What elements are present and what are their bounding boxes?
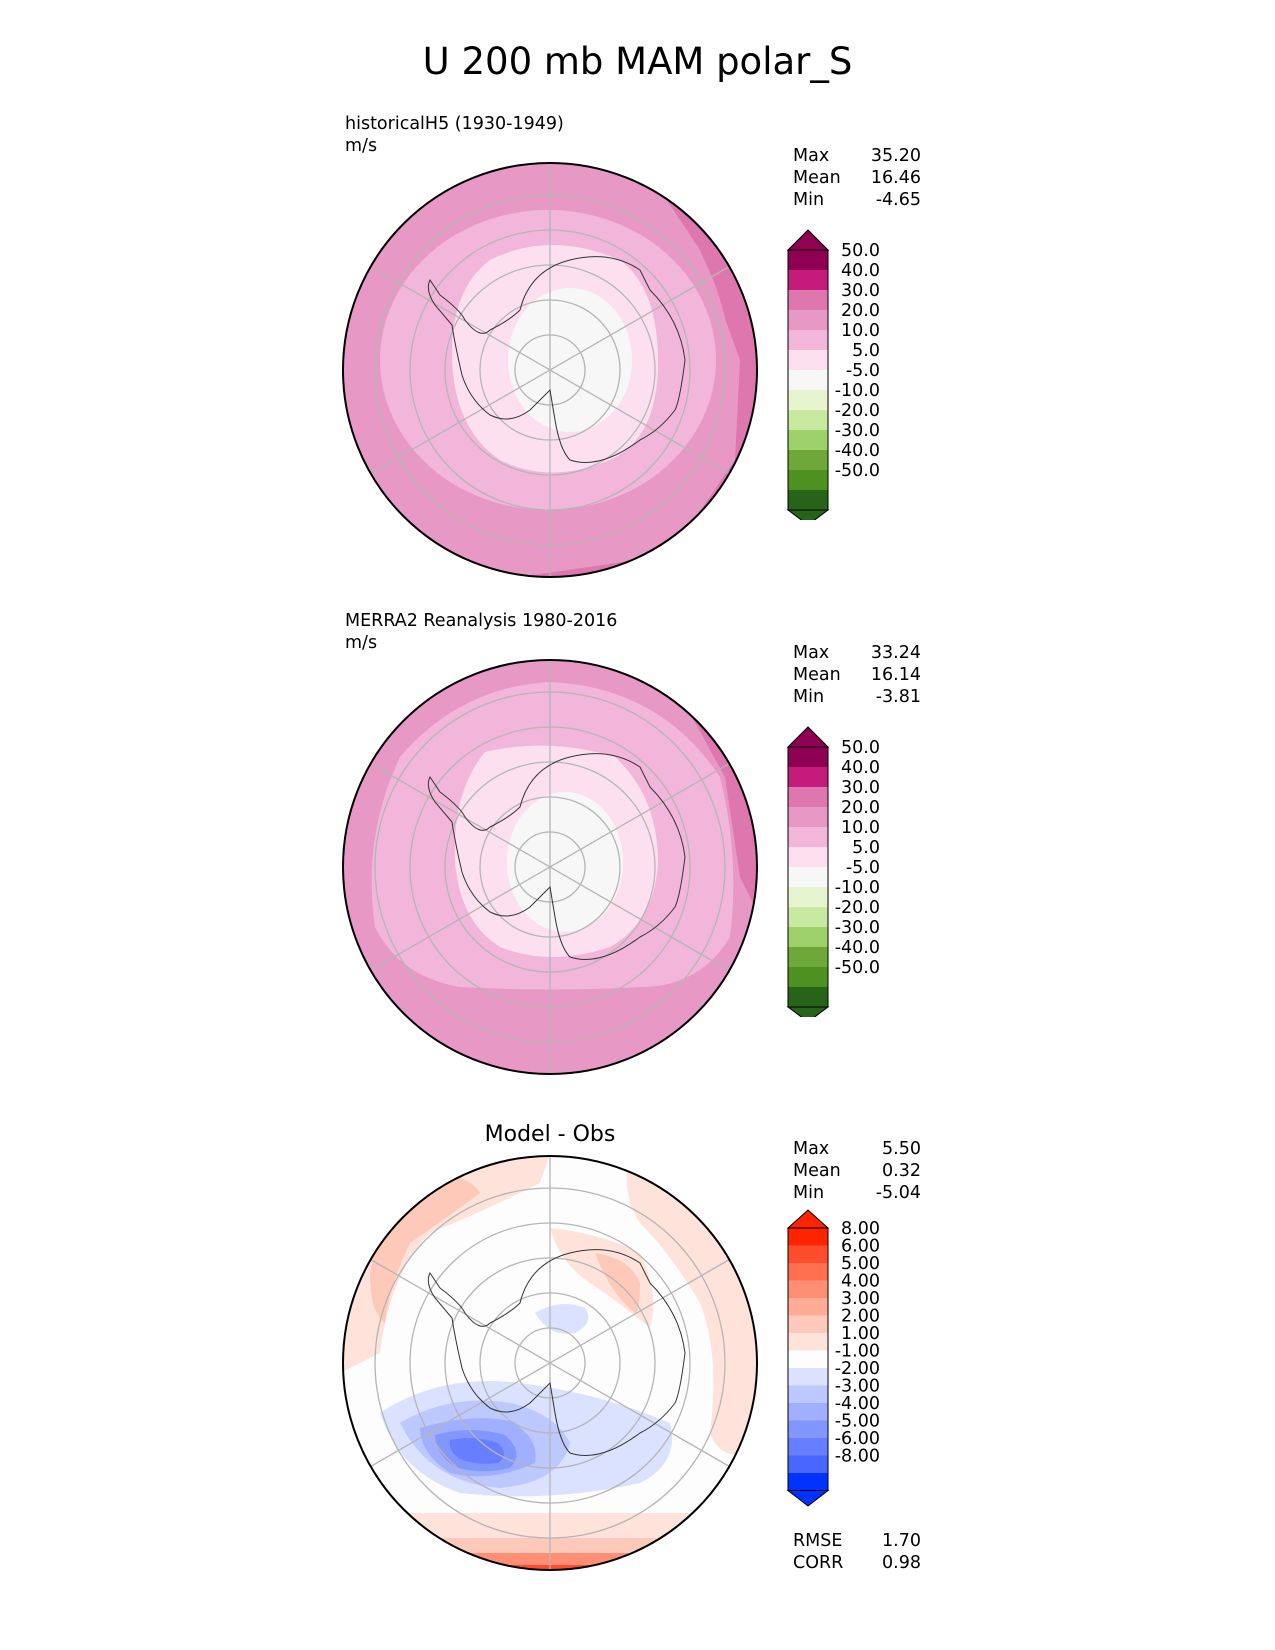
stat-min-value: -3.81 [875, 687, 921, 707]
stat-max-label: Max [793, 643, 830, 663]
cbar-tick: 5.00 [841, 1254, 880, 1274]
stat-mean-label: Mean [793, 665, 841, 685]
cbar-tick: 10.0 [841, 818, 880, 838]
cbar-tick: 40.0 [841, 758, 880, 778]
cbar-tick: -4.00 [835, 1394, 880, 1414]
panel2-colorbar: 50.0 40.0 30.0 20.0 10.0 5.0 -5.0 -10.0 … [786, 726, 880, 1017]
panel1-colorbar: 50.0 40.0 30.0 20.0 10.0 5.0 -5.0 -10.0 … [786, 229, 880, 520]
cbar-tick: -5.0 [846, 858, 880, 878]
stat-mean-label: Mean [793, 168, 841, 188]
stat-min-label: Min [793, 190, 825, 210]
panel1-stats: Max 35.20 Mean 16.46 Min -4.65 [793, 145, 921, 211]
panel3-colorbar: 8.00 6.00 5.00 4.00 3.00 2.00 1.00 -1.00… [786, 1209, 880, 1507]
cbar-tick: -6.00 [835, 1429, 880, 1449]
cbar-tick: 1.00 [841, 1324, 880, 1344]
stat-mean-value: 16.14 [870, 665, 921, 685]
cbar-tick: 2.00 [841, 1307, 880, 1327]
panel3-metrics: RMSE 1.70 CORR 0.98 [793, 1530, 921, 1574]
panel3-title: Model - Obs [484, 1122, 616, 1147]
cbar-tick: -30.0 [835, 421, 880, 441]
cbar-tick: -40.0 [835, 938, 880, 958]
rmse-label: RMSE [793, 1531, 843, 1551]
corr-value: 0.98 [882, 1553, 921, 1573]
cbar-tick: -30.0 [835, 918, 880, 938]
cbar-tick: -3.00 [835, 1377, 880, 1397]
cbar-tick: -20.0 [835, 898, 880, 918]
cbar-tick: 50.0 [841, 241, 880, 261]
corr-label: CORR [793, 1553, 844, 1573]
cbar-tick: 5.0 [852, 838, 880, 858]
stat-min-label: Min [793, 1183, 825, 1203]
stat-max-value: 35.20 [870, 146, 921, 166]
cbar-tick: 40.0 [841, 261, 880, 281]
cbar-tick: 30.0 [841, 281, 880, 301]
cbar-tick: -5.00 [835, 1412, 880, 1432]
panel1-label: historicalH5 (1930-1949) m/s [345, 113, 564, 157]
panel2-units: m/s [345, 633, 378, 653]
cbar-tick: -2.00 [835, 1359, 880, 1379]
panel2-stats: Max 33.24 Mean 16.14 Min -3.81 [793, 642, 921, 708]
cbar-tick: 10.0 [841, 321, 880, 341]
panel1-units: m/s [345, 136, 378, 156]
cbar-tick: -20.0 [835, 401, 880, 421]
stat-min-value: -5.04 [875, 1183, 921, 1203]
cbar-tick: 20.0 [841, 798, 880, 818]
cbar-tick: -8.00 [835, 1447, 880, 1467]
stat-mean-label: Mean [793, 1161, 841, 1181]
panel1-case-name: historicalH5 (1930-1949) [345, 114, 564, 134]
cbar-tick: 3.00 [841, 1289, 880, 1309]
rmse-value: 1.70 [882, 1531, 921, 1551]
panel3-stats: Max 5.50 Mean 0.32 Min -5.04 [793, 1138, 921, 1204]
cbar-tick: -5.0 [846, 361, 880, 381]
cbar-tick: 30.0 [841, 778, 880, 798]
cbar-tick: 50.0 [841, 738, 880, 758]
cbar-tick: -50.0 [835, 958, 880, 978]
figure-title: U 200 mb MAM polar_S [422, 40, 853, 83]
cbar-tick: -10.0 [835, 381, 880, 401]
stat-mean-value: 16.46 [870, 168, 921, 188]
stat-mean-value: 0.32 [882, 1161, 921, 1181]
cbar-tick: 4.00 [841, 1272, 880, 1292]
panel2-label: MERRA2 Reanalysis 1980-2016 m/s [345, 610, 617, 654]
stat-max-value: 33.24 [870, 643, 921, 663]
panel3-polar-map [342, 1155, 758, 1571]
panel1-polar-map [342, 162, 758, 578]
stat-min-label: Min [793, 687, 825, 707]
stat-max-label: Max [793, 146, 830, 166]
cbar-tick: 8.00 [841, 1219, 880, 1239]
panel2-case-name: MERRA2 Reanalysis 1980-2016 [345, 611, 618, 631]
cbar-tick: 6.00 [841, 1237, 880, 1257]
cbar-tick: -1.00 [835, 1342, 880, 1362]
stat-max-value: 5.50 [882, 1139, 921, 1159]
cbar-tick: 20.0 [841, 301, 880, 321]
stat-max-label: Max [793, 1139, 830, 1159]
panel2-polar-map [342, 659, 758, 1075]
cbar-tick: 5.0 [852, 341, 880, 361]
cbar-tick: -50.0 [835, 461, 880, 481]
cbar-tick: -40.0 [835, 441, 880, 461]
stat-min-value: -4.65 [875, 190, 921, 210]
cbar-tick: -10.0 [835, 878, 880, 898]
